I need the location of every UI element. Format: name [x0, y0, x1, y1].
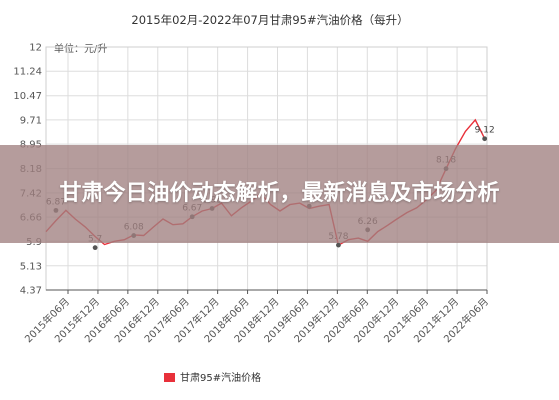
headline-banner: 甘肃今日油价动态解析，最新消息及市场分析 — [0, 145, 559, 243]
legend-label: 甘肃95#汽油价格 — [180, 371, 261, 384]
legend-swatch — [164, 373, 175, 382]
y-tick-label: 4.37 — [20, 286, 42, 297]
y-tick-label: 5.13 — [20, 261, 42, 272]
legend[interactable]: 甘肃95#汽油价格 — [164, 371, 261, 384]
data-point-marker — [336, 242, 341, 248]
article-headline: 甘肃今日油价动态解析，最新消息及市场分析 — [59, 181, 500, 206]
data-label: 9.12 — [475, 126, 495, 136]
y-tick-label: 9.71 — [20, 115, 42, 126]
data-point-marker — [482, 136, 488, 142]
y-axis-unit-label: 单位：元/升 — [54, 42, 107, 55]
y-tick-label: 10.47 — [13, 91, 42, 102]
chart-title: 2015年02月-2022年07月甘肃95#汽油价格（每升） — [131, 13, 408, 27]
y-tick-label: 11.24 — [13, 67, 42, 78]
data-point-marker — [92, 245, 98, 251]
y-tick-label: 12 — [29, 43, 42, 54]
